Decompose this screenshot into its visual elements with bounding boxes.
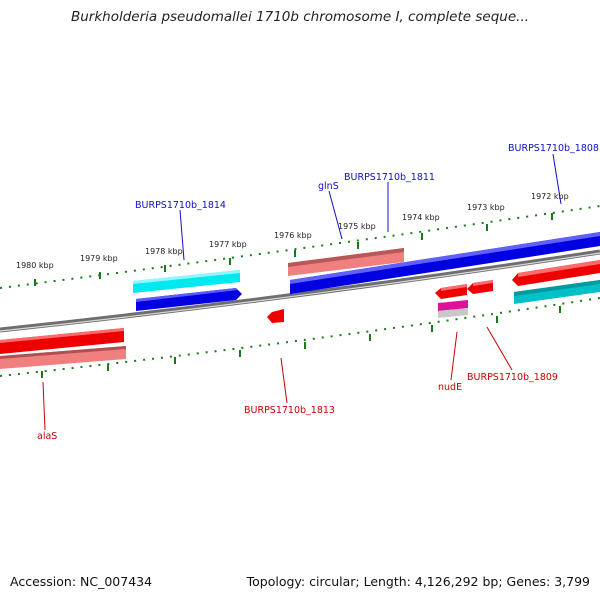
gene-feature-glns-light[interactable]	[288, 248, 404, 276]
gene-label-glns[interactable]: glnS	[318, 181, 339, 192]
scale-label: 1977 kbp	[209, 240, 247, 249]
scale-label: 1974 kbp	[402, 213, 440, 222]
scale-label: 1980 kbp	[16, 261, 54, 270]
map-title: Burkholderia pseudomallei 1710b chromoso…	[70, 9, 530, 25]
gene-feature-burps1811[interactable]	[290, 232, 600, 294]
gene-feature-alas[interactable]	[0, 328, 124, 354]
scale-label: 1973 kbp	[467, 203, 505, 212]
gene-feature-burps1814[interactable]	[136, 288, 242, 311]
gene-label-nude[interactable]: nudE	[438, 382, 462, 393]
major-ticks-lower	[41, 306, 561, 378]
gene-feature-nude[interactable]	[435, 284, 467, 299]
gene-label-burps1811[interactable]: BURPS1710b_1811	[344, 172, 435, 183]
gene-feature-burps1814-light[interactable]	[133, 270, 240, 293]
gene-label-burps1808[interactable]: BURPS1710b_1808	[508, 143, 599, 154]
scale-label: 1979 kbp	[80, 254, 118, 263]
scale-label: 1975 kbp	[338, 222, 376, 231]
gene-feature-burps1813[interactable]	[267, 309, 284, 323]
gene-label-burps1809[interactable]: BURPS1710b_1809	[467, 372, 558, 383]
gene-feature-nude-light[interactable]	[438, 300, 468, 318]
leader-lines-red	[42, 326, 513, 431]
gene-feature-alas-light[interactable]	[0, 346, 126, 369]
major-ticks-upper	[34, 213, 553, 286]
scale-label: 1972 kbp	[531, 192, 569, 201]
gene-label-burps1814[interactable]: BURPS1710b_1814	[135, 200, 226, 211]
chromosome-backbone	[0, 249, 600, 333]
gene-feature-burps1809[interactable]	[467, 280, 493, 294]
accession-text: Accession: NC_007434	[10, 574, 153, 589]
scale-label: 1978 kbp	[145, 247, 183, 256]
scale-label: 1976 kbp	[274, 231, 312, 240]
gene-label-alas[interactable]: alaS	[37, 431, 57, 442]
genome-summary-text: Topology: circular; Length: 4,126,292 bp…	[246, 574, 590, 589]
gene-label-burps1813[interactable]: BURPS1710b_1813	[244, 405, 335, 416]
leader-lines-blue	[179, 153, 562, 261]
gene-feature-burps1808-light[interactable]	[514, 280, 600, 304]
gene-feature-burps1808[interactable]	[512, 260, 600, 286]
